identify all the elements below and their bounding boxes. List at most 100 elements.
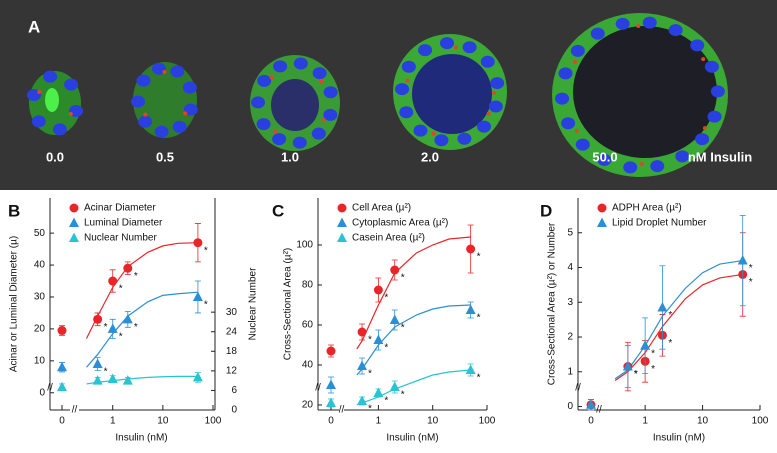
nucleus (399, 106, 414, 119)
nucleus (138, 115, 153, 128)
legend-label: Nuclear Number (84, 233, 157, 244)
droplet (636, 24, 641, 29)
y2-tick-label: 18 (226, 346, 238, 357)
significance: * (119, 284, 123, 295)
nucleus (43, 70, 58, 83)
legend-label: Casein Area (µ²) (352, 233, 425, 244)
nucleus (401, 60, 416, 73)
droplet (573, 59, 578, 64)
marker (107, 373, 118, 384)
marker (737, 255, 748, 265)
nucleus (490, 77, 505, 90)
x-tick-label: 1 (642, 416, 648, 427)
nucleus (642, 16, 657, 29)
lumen (271, 79, 319, 131)
significance: * (651, 364, 655, 375)
nucleus (555, 92, 570, 105)
y-tick-label: 20 (34, 324, 46, 335)
marker (389, 381, 400, 391)
panel-label: A (28, 17, 40, 36)
significance: * (204, 300, 208, 311)
axis-break: // (339, 405, 345, 416)
marker (57, 381, 67, 392)
droplet (321, 118, 326, 123)
nucleus (52, 123, 67, 136)
nucleus (170, 65, 185, 78)
droplet (405, 78, 410, 83)
droplet (701, 57, 706, 62)
y-tick-label: 10 (34, 355, 46, 366)
marker (92, 358, 103, 369)
droplet (431, 131, 436, 136)
y-tick-label: 4 (567, 262, 573, 273)
nucleus (256, 118, 271, 131)
nucleus (418, 44, 433, 57)
x-tick-label: 10 (157, 416, 169, 427)
y-tick-label: 3 (567, 297, 573, 308)
significance: * (749, 263, 753, 274)
marker (622, 361, 633, 371)
nucleus (675, 150, 690, 163)
significance: * (668, 310, 672, 321)
droplet (491, 90, 496, 95)
nucleus (668, 24, 683, 37)
marker (465, 304, 476, 314)
marker (123, 263, 133, 273)
droplet (37, 89, 42, 94)
nucleus (323, 86, 338, 99)
nucleus (597, 153, 612, 166)
marker (92, 375, 103, 385)
significance: * (401, 273, 405, 284)
panel-label: C (272, 201, 284, 220)
marker (57, 361, 67, 372)
droplet (639, 161, 644, 166)
marker (93, 314, 103, 324)
significance: * (104, 367, 108, 378)
nucleus (462, 41, 477, 54)
legend-label: ADPH Area (µ²) (612, 203, 682, 214)
droplet (269, 75, 274, 80)
significance: * (634, 369, 638, 380)
marker (597, 203, 607, 213)
marker (586, 399, 596, 409)
significance: * (384, 293, 388, 304)
marker (390, 265, 400, 275)
marker (69, 217, 79, 227)
y-tick-label: 0 (567, 401, 573, 412)
marker (107, 323, 118, 333)
significance: * (104, 322, 108, 333)
marker (657, 301, 668, 312)
fit-curve (86, 291, 198, 368)
marker (465, 364, 476, 374)
nucleus (136, 74, 151, 87)
y-tick-label: 30 (34, 292, 46, 303)
x-tick-label: 1 (110, 416, 116, 427)
x-tick-label: 100 (752, 416, 769, 427)
significance: * (477, 252, 481, 263)
nucleus (488, 100, 503, 113)
significance: * (134, 322, 138, 333)
legend-label: Luminal Diameter (84, 218, 163, 229)
marker (326, 397, 336, 407)
y2-axis-label: Nuclear Number (248, 267, 259, 340)
droplet (162, 70, 167, 75)
y-axis-label: Acinar or Luminal Diameter (µ) (9, 236, 20, 372)
nucleus (710, 85, 725, 98)
y-axis-label: Cross-Sectional Area (µ²) (283, 248, 294, 360)
significance: * (749, 277, 753, 288)
nucleus (575, 138, 590, 151)
axis-break: // (72, 405, 78, 416)
significance: * (368, 335, 372, 346)
marker (326, 379, 336, 389)
marker (357, 395, 368, 405)
nucleus (292, 136, 307, 149)
marker (57, 326, 67, 335)
marker (337, 232, 347, 242)
micrographs (26, 13, 728, 177)
significance: * (204, 245, 208, 256)
y2-tick-label: 6 (231, 385, 237, 396)
x-tick-label: 0 (588, 416, 594, 427)
x-tick-label: 100 (205, 416, 222, 427)
fit-curve (614, 273, 743, 381)
nucleus (690, 39, 705, 52)
